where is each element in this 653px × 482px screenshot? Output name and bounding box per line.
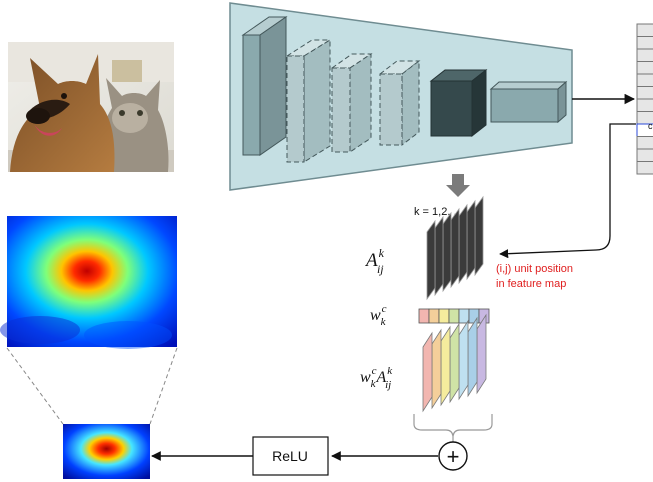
weights-label: wc k (370, 303, 387, 328)
zoom-line-left (6, 347, 64, 425)
weighted-map-slice (449, 322, 460, 404)
heatmap-small (63, 424, 150, 479)
cnn-layer-2 (285, 39, 332, 163)
weight-cell (418, 308, 430, 324)
heatmap-large (0, 216, 177, 349)
weight-cell (438, 308, 450, 324)
feature-map-stack (426, 195, 484, 301)
arrow-class-to-feature-maps (499, 123, 636, 259)
output-cell (636, 61, 653, 75)
feature-map-slice (450, 207, 460, 289)
output-cell (636, 23, 653, 37)
weight-strip (418, 308, 490, 324)
feature-map-slice (474, 195, 484, 277)
weighted-map-slice (458, 319, 469, 401)
cnn-layer-6 (489, 80, 568, 124)
weight-cell (468, 308, 480, 324)
feature-map-slice (458, 203, 468, 285)
weighted-map-slice (431, 328, 442, 410)
relu-box: ReLU (252, 436, 329, 476)
feature-map-slice (466, 199, 476, 281)
output-cell (636, 48, 653, 62)
annotation-line-2: in feature map (496, 278, 566, 290)
cnn-layer-5-feature-maps (429, 68, 488, 138)
zoom-line-right (149, 347, 178, 425)
weight-cell (448, 308, 460, 324)
weight-cell (458, 308, 470, 324)
down-arrow (446, 174, 470, 197)
input-photo (8, 42, 174, 172)
annotation-line-1: (i,j) unit position (496, 263, 573, 275)
sum-symbol: + (447, 444, 460, 469)
sum-brace (413, 414, 493, 437)
feature-map-slice (434, 215, 444, 297)
output-cell (636, 98, 653, 112)
feature-map-slice (426, 219, 436, 301)
cnn-layer-1 (241, 16, 288, 156)
cnn-layer-4 (378, 59, 421, 147)
weighted-maps-label-text: wc kAk ij (360, 365, 393, 391)
relu-label: ReLU (272, 448, 308, 464)
class-cell-label: c (648, 121, 653, 131)
weighted-map-slice (467, 316, 478, 398)
output-vector (636, 23, 653, 175)
output-cell (636, 36, 653, 50)
output-cell (636, 148, 653, 162)
weighted-map-slice (440, 325, 451, 407)
output-cell (636, 86, 653, 100)
weighted-map-slice (422, 331, 433, 413)
output-cell (636, 161, 653, 175)
output-cell (636, 136, 653, 150)
feature-map-slice (442, 211, 452, 293)
weighted-map-slice (476, 313, 487, 395)
output-cell (636, 73, 653, 87)
sum-node: + (438, 441, 468, 471)
cnn-layer-3 (330, 53, 373, 153)
weighted-feature-maps (422, 313, 487, 413)
feature-map-label: Ak ij (364, 246, 385, 276)
weight-cell (428, 308, 440, 324)
